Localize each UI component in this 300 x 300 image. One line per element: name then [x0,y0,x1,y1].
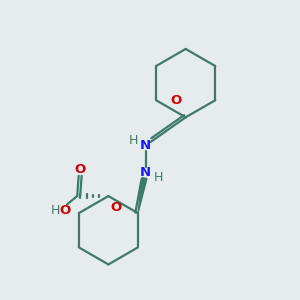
Text: N: N [140,166,151,179]
Text: O: O [170,94,181,107]
Text: H: H [50,203,60,217]
Text: H: H [128,134,138,147]
Polygon shape [138,178,147,213]
Text: N: N [140,139,151,152]
Text: O: O [110,200,122,214]
Text: H: H [153,171,163,184]
Text: O: O [74,163,86,176]
Text: O: O [60,203,71,217]
